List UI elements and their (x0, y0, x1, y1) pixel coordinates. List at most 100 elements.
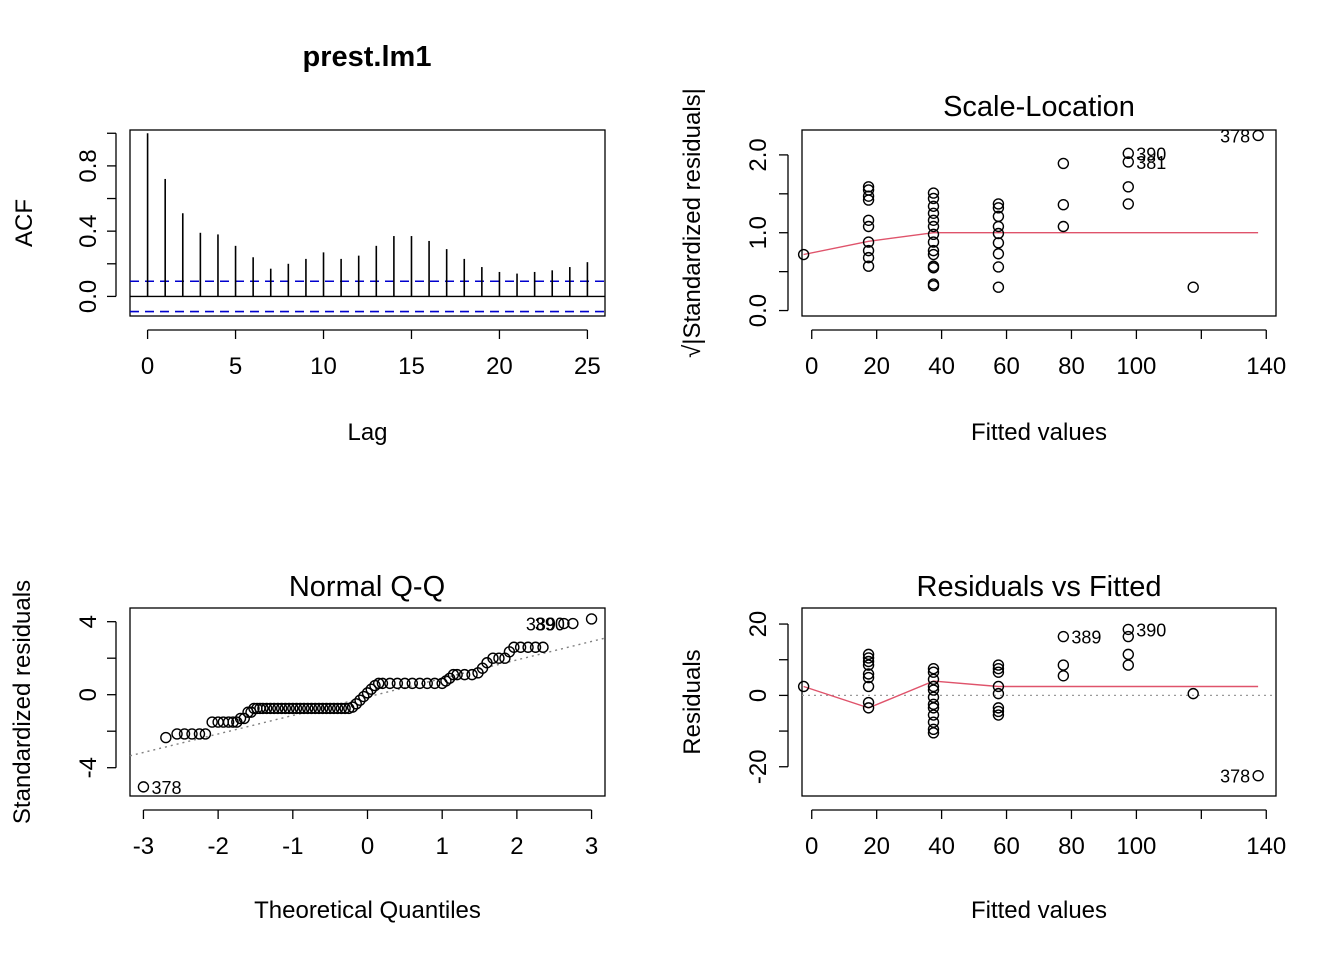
qq-data-point (522, 641, 534, 653)
qq-data-point (178, 728, 191, 740)
qq-y-tick-label: 0 (75, 688, 102, 701)
scale-location-x-tick-label: 80 (1058, 353, 1085, 380)
residuals-x-tick-label: 60 (993, 833, 1020, 860)
qq-data-point (558, 617, 570, 630)
qq-data-point (238, 712, 250, 725)
qq-data-point (585, 613, 598, 625)
qq-data-point (186, 728, 198, 740)
scale-location-data-point (862, 181, 875, 193)
residuals-plot-frame (801, 607, 1277, 797)
scale-location-data-point (862, 260, 875, 272)
scale-location-title: Scale-Location (943, 91, 1135, 123)
scale-location-data-point (992, 202, 1005, 214)
qq-data-point (384, 677, 396, 690)
qq-data-point (529, 641, 542, 653)
scale-location-data-point (992, 198, 1005, 210)
residuals-data-point (992, 662, 1005, 675)
residuals-x-tick-label: 140 (1246, 833, 1286, 860)
residuals-data-point (927, 684, 940, 696)
scale-location-data-point (992, 237, 1005, 249)
scale-location-data-point (927, 207, 940, 219)
scale-location-x-tick-label: 0 (805, 353, 818, 380)
residuals-data-point (1057, 659, 1070, 671)
residuals-data-point (862, 655, 875, 668)
qq-y-tick-label: 4 (75, 615, 102, 628)
qq-data-point (335, 702, 348, 715)
qq-data-point (309, 702, 321, 715)
acf-y-tick-label: 0.0 (75, 280, 102, 313)
residuals-x-axis-label: Fitted values (971, 897, 1107, 924)
acf-plot-frame (129, 129, 606, 317)
qq-data-point (171, 728, 183, 740)
qq-x-axis-label: Theoretical Quantiles (254, 897, 481, 924)
qq-point-label: 389 (526, 615, 556, 635)
qq-data-point (234, 712, 247, 725)
scale-location-data-point (927, 200, 940, 212)
qq-point-label: 378 (151, 778, 181, 798)
residuals-data-point (927, 698, 940, 711)
residuals-data-point (927, 680, 940, 693)
qq-data-point (414, 677, 426, 690)
residuals-point-label: 390 (1136, 620, 1166, 640)
scale-location-data-point (927, 278, 940, 290)
qq-data-point (264, 702, 277, 715)
qq-data-point (260, 702, 273, 715)
qq-data-point (290, 702, 303, 715)
qq-data-point (537, 641, 549, 653)
residuals-data-point (927, 723, 940, 735)
qq-data-point (160, 731, 172, 744)
scale-location-data-point (1122, 181, 1134, 193)
residuals-data-point (992, 680, 1005, 693)
residuals-x-tick-label: 0 (805, 833, 818, 860)
qq-data-point (287, 702, 299, 715)
qq-data-point (316, 702, 329, 715)
scale-location-data-point (992, 261, 1005, 273)
residuals-data-point (992, 702, 1005, 714)
residuals-data-point (927, 716, 940, 728)
scale-location-data-point (1057, 157, 1070, 170)
qq-data-point (514, 641, 527, 653)
scale-location-y-tick-label: 0.0 (745, 294, 772, 327)
qq-x-tick-label: 0 (361, 833, 374, 860)
residuals-data-point (862, 696, 875, 709)
normal-qq-panel: Normal Q-Q Theoretical Quantiles Standardi… (9, 571, 606, 924)
residuals-data-point (992, 666, 1005, 678)
scale-location-data-point (992, 220, 1005, 233)
qq-data-point (487, 652, 499, 664)
residuals-data-point (1122, 648, 1134, 661)
scale-location-data-point (927, 228, 940, 240)
residuals-data-point (927, 666, 940, 678)
acf-y-tick-label: 0.8 (75, 149, 102, 182)
scale-location-data-point (862, 220, 875, 233)
residuals-data-point (797, 680, 810, 693)
qq-data-point (248, 702, 260, 715)
residuals-data-point (862, 668, 875, 680)
scale-location-data-point (927, 260, 940, 272)
qq-data-point (320, 702, 333, 715)
acf-x-axis-label: Lag (347, 419, 387, 446)
qq-data-point (328, 702, 340, 715)
scale-location-data-point (1057, 220, 1070, 233)
scale-location-data-point (927, 192, 940, 205)
qq-data-point (193, 728, 206, 740)
qq-data-point (324, 702, 336, 715)
residuals-data-point (992, 705, 1005, 718)
qq-data-point (272, 702, 284, 715)
residuals-y-axis-label: Residuals (679, 649, 706, 754)
residuals-data-point (992, 659, 1005, 671)
residuals-data-point (1122, 630, 1134, 643)
qq-point-label: 390 (535, 615, 565, 635)
qq-data-point (137, 781, 150, 793)
qq-data-point (350, 698, 362, 710)
residuals-y-tick-label: 20 (745, 611, 772, 638)
scale-location-data-point (927, 187, 940, 199)
qq-data-point (429, 677, 441, 690)
residuals-vs-fitted-panel: Residuals vs Fitted Fitted values Residual… (679, 571, 1286, 924)
residuals-y-tick-label: 0 (745, 689, 772, 702)
scale-location-x-tick-label: 100 (1116, 353, 1156, 380)
scale-location-x-tick-label: 20 (863, 353, 890, 380)
scale-location-data-point (1187, 281, 1199, 293)
qq-data-point (199, 728, 212, 740)
acf-x-tick-label: 25 (574, 353, 601, 380)
qq-data-point (305, 702, 318, 715)
